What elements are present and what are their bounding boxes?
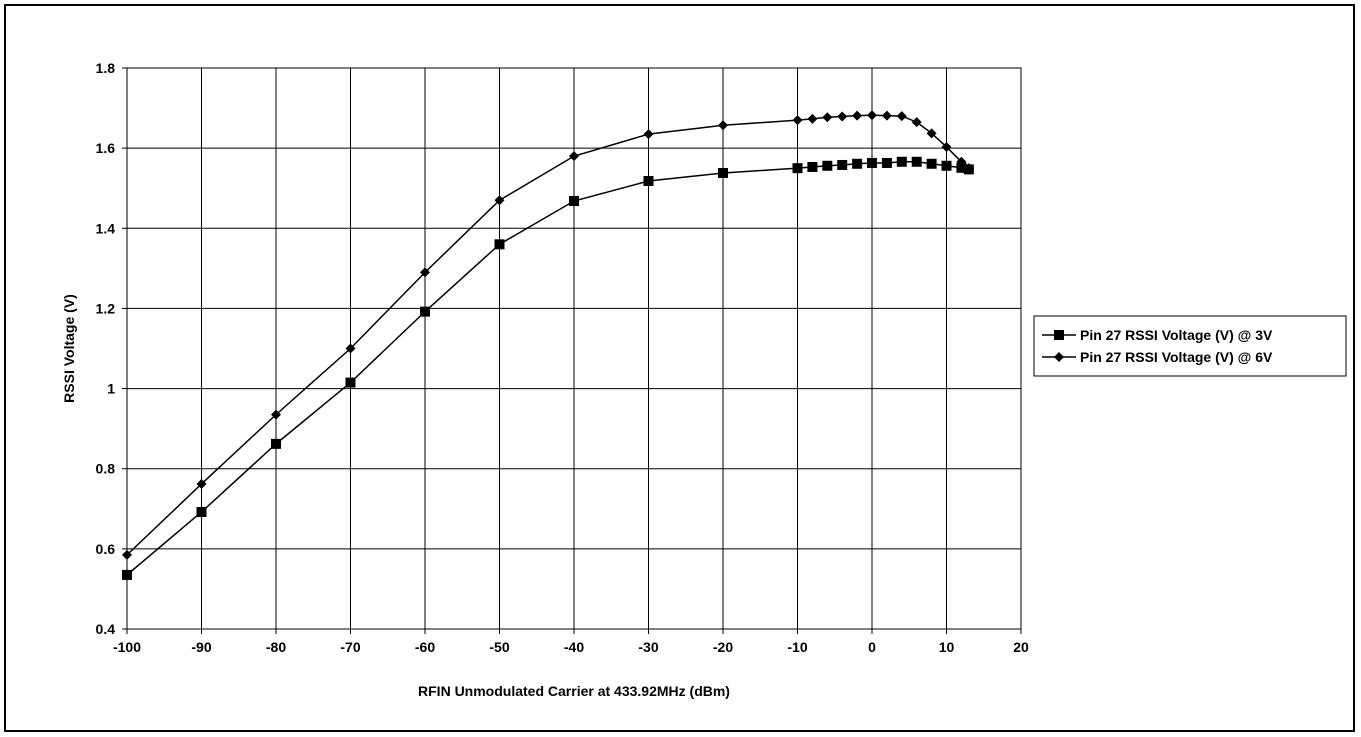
data-point-diamond: [345, 343, 356, 354]
x-tick-label: 10: [939, 639, 955, 655]
data-point-diamond: [792, 115, 803, 126]
x-tick-label: 20: [1013, 639, 1029, 655]
x-tick-label: -30: [638, 639, 658, 655]
y-tick-label: 1.6: [96, 140, 116, 156]
x-tick-label: -60: [415, 639, 435, 655]
legend-label-6v: Pin 27 RSSI Voltage (V) @ 6V: [1080, 349, 1273, 365]
x-tick-label: -20: [713, 639, 733, 655]
series-line: [126, 114, 970, 556]
data-point-diamond: [911, 117, 922, 128]
x-tick-label: -50: [489, 639, 509, 655]
data-point-square: [420, 306, 430, 317]
x-axis-title: RFIN Unmodulated Carrier at 433.92MHz (d…: [418, 683, 730, 699]
chart-frame: [4, 4, 1355, 732]
series-line: [126, 161, 970, 576]
data-point-square: [941, 160, 952, 171]
data-point-square: [881, 157, 892, 168]
y-tick-label: 1: [107, 381, 115, 397]
x-tick-label: -10: [787, 639, 807, 655]
legend-box: [1033, 315, 1347, 377]
data-point-diamond: [718, 120, 728, 131]
data-point-diamond: [271, 409, 281, 420]
legend: Pin 27 RSSI Voltage (V) @ 3V Pin 27 RSSI…: [1033, 315, 1347, 377]
y-axis-ticks: 0.4 0.6 0.8 1 1.2 1.4 1.6 1.8: [96, 60, 127, 637]
y-tick-label: 1.4: [96, 220, 116, 236]
data-point-square: [896, 156, 907, 167]
data-point-diamond: [822, 112, 833, 123]
data-point-square: [911, 156, 922, 167]
data-point-square: [569, 196, 579, 207]
data-point-diamond: [896, 111, 907, 122]
data-point-square: [867, 157, 877, 168]
data-point-diamond: [196, 478, 207, 489]
legend-item-3v: Pin 27 RSSI Voltage (V) @ 3V: [1042, 327, 1273, 343]
data-point-square: [643, 176, 654, 187]
data-point-square: [822, 160, 833, 171]
series-3v: [122, 156, 974, 580]
legend-label-3v: Pin 27 RSSI Voltage (V) @ 3V: [1080, 327, 1273, 343]
legend-marker-square: [1054, 330, 1064, 340]
data-point-square: [494, 239, 505, 250]
x-tick-label: -90: [191, 639, 211, 655]
data-point-diamond: [837, 111, 848, 122]
data-point-square: [956, 162, 967, 173]
legend-marker-diamond: [1054, 352, 1064, 362]
y-tick-label: 1.8: [96, 60, 116, 76]
data-point-square: [271, 438, 281, 449]
x-axis-ticks: -100 -90 -80 -70 -60 -50 -40 -30 -20 -10 0 10 20: [113, 629, 1029, 655]
x-tick-label: -100: [113, 639, 141, 655]
data-point-diamond: [926, 128, 937, 139]
data-point-square: [718, 167, 728, 178]
series-6v: [122, 110, 974, 560]
data-point-diamond: [941, 141, 952, 152]
y-tick-label: 0.6: [96, 541, 116, 557]
data-point-diamond: [881, 110, 892, 121]
data-point-diamond: [420, 267, 430, 278]
x-tick-label: -80: [266, 639, 286, 655]
y-tick-label: 0.4: [96, 621, 116, 637]
data-point-diamond: [852, 110, 863, 121]
y-tick-label: 1.2: [96, 300, 116, 316]
series-group: [122, 110, 974, 580]
data-point-diamond: [956, 156, 967, 167]
data-point-square: [196, 506, 207, 517]
data-point-square: [926, 158, 937, 169]
data-point-diamond: [569, 151, 579, 162]
x-tick-label: -40: [564, 639, 584, 655]
data-point-diamond: [494, 195, 505, 206]
data-point-diamond: [963, 163, 974, 174]
x-tick-label: -70: [340, 639, 360, 655]
data-point-diamond: [643, 129, 654, 140]
data-point-square: [852, 158, 863, 169]
data-point-square: [345, 377, 356, 388]
data-point-square: [792, 163, 803, 174]
data-point-diamond: [122, 549, 132, 560]
x-tick-label: 0: [868, 639, 876, 655]
y-tick-label: 0.8: [96, 461, 116, 477]
legend-item-6v: Pin 27 RSSI Voltage (V) @ 6V: [1042, 349, 1273, 365]
data-point-diamond: [867, 110, 877, 121]
data-point-square: [122, 569, 132, 580]
data-point-square: [807, 161, 818, 172]
data-point-diamond: [807, 113, 818, 124]
data-point-square: [837, 159, 848, 170]
y-axis-title: RSSI Voltage (V): [61, 294, 77, 403]
